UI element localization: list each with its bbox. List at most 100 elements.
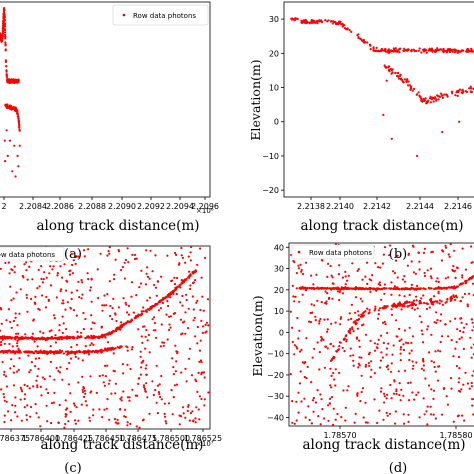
photon-point-noise <box>59 265 62 268</box>
photon-point-noise <box>107 250 110 253</box>
photon-point-noise <box>89 286 92 289</box>
photon-point-bottom <box>390 308 393 311</box>
photon-point-noise <box>169 296 172 299</box>
photon-point-surface <box>417 49 420 52</box>
panel-b-x-ticks: 2.2138 2.2140 2.2142 2.2144 2.2146 <box>297 197 472 211</box>
photon-point-noise <box>334 243 337 246</box>
photon-point-bottom <box>338 345 341 348</box>
photon-point-surface <box>304 18 307 21</box>
photon-point-noise <box>33 340 36 343</box>
photon-point-surface <box>193 271 197 274</box>
photon-point-noise <box>418 260 421 263</box>
photon-point-noise <box>331 276 334 279</box>
photon-point-noise <box>189 284 192 287</box>
photon-point-bottom <box>0 350 3 353</box>
photon-point-noise <box>181 304 184 307</box>
photon-point-noise <box>153 316 156 319</box>
photon-point-noise <box>313 347 316 350</box>
photon-point-noise <box>293 300 296 303</box>
photon-point-bottom <box>418 95 422 98</box>
photon-point-noise <box>420 329 423 332</box>
photon-point-noise <box>292 295 295 298</box>
photon-point-bottom <box>361 315 364 318</box>
photon-point-noise <box>366 421 369 424</box>
photon-point-surface <box>398 51 401 54</box>
photon-point-noise <box>330 386 333 389</box>
photon-point-noise <box>439 340 442 344</box>
x-tick-label: 1.786525 <box>184 434 222 443</box>
photon-point-bottom <box>116 346 119 349</box>
photon-point-noise <box>422 251 426 254</box>
photon-point-noise <box>360 390 363 394</box>
photon-point-noise <box>106 341 110 344</box>
photon-point-bottom <box>423 99 426 102</box>
photon-point-noise <box>7 308 10 311</box>
photon-point-surface <box>375 287 378 290</box>
panel-c-points <box>0 245 210 429</box>
panel-d-x-axis-label: along track distance(m) <box>302 437 465 453</box>
photon-point-noise <box>142 306 145 309</box>
photon-point-bottom <box>100 348 103 351</box>
photon-point-noise <box>199 359 203 362</box>
photon-point-noise <box>316 341 319 344</box>
photon-point-noise <box>309 311 312 315</box>
photon-point-surface <box>3 14 6 18</box>
photon-point-bottom <box>412 299 416 302</box>
photon-point-noise <box>41 376 45 379</box>
photon-point-noise <box>378 409 381 412</box>
photon-point-noise <box>300 268 303 272</box>
photon-point-noise <box>300 400 303 403</box>
photon-point-noise <box>437 365 440 368</box>
photon-point-noise <box>395 388 398 391</box>
photon-point-noise <box>168 323 171 326</box>
photon-point-noise <box>305 337 308 340</box>
photon-point-noise <box>83 249 86 252</box>
photon-point-noise <box>461 247 464 250</box>
photon-point-noise <box>400 388 403 391</box>
photon-point-surface <box>376 50 379 53</box>
photon-point-noise <box>62 299 65 302</box>
photon-point-noise <box>338 264 341 267</box>
photon-point-noise <box>295 287 298 290</box>
photon-point-noise <box>36 375 39 378</box>
photon-point-bottom <box>435 99 438 102</box>
photon-point-noise <box>126 247 129 250</box>
photon-point-surface <box>346 287 349 291</box>
photon-point-surface <box>106 332 109 335</box>
photon-point-noise <box>101 374 104 377</box>
photon-point-bottom <box>378 307 382 310</box>
photon-point-surface <box>383 287 386 290</box>
photon-point-noise <box>410 260 413 263</box>
photon-point-noise <box>25 293 28 296</box>
photon-point-surface <box>108 331 111 334</box>
photon-point-noise <box>0 343 3 347</box>
photon-point-noise <box>56 272 60 275</box>
photon-point-noise <box>367 353 371 356</box>
photon-point-surface <box>4 35 7 38</box>
photon-point-noise <box>297 267 300 270</box>
photon-point-noise <box>194 417 197 420</box>
photon-point-noise <box>432 389 436 392</box>
photon-point-surface <box>385 287 388 290</box>
photon-point-noise <box>114 258 117 261</box>
photon-point-noise <box>310 422 313 425</box>
photon-point-noise <box>423 413 426 416</box>
photon-point-noise <box>83 389 86 392</box>
photon-point-surface <box>440 287 443 290</box>
photon-point-noise <box>417 391 420 394</box>
photon-point-noise <box>362 416 365 419</box>
photon-point-noise <box>153 283 156 287</box>
photon-point-surface <box>78 336 81 339</box>
x-tick-label: 1.78570 <box>323 431 356 440</box>
photon-point-noise <box>411 367 414 370</box>
photon-point-noise <box>332 345 335 348</box>
photon-point-noise <box>166 254 169 257</box>
photon-point-bottom <box>455 91 458 94</box>
photon-point-surface <box>166 294 169 297</box>
photon-point-noise <box>89 419 92 422</box>
photon-point-surface <box>335 23 338 26</box>
photon-point-noise <box>460 317 463 320</box>
photon-point-noise <box>360 374 363 377</box>
photon-point-noise <box>89 289 92 292</box>
